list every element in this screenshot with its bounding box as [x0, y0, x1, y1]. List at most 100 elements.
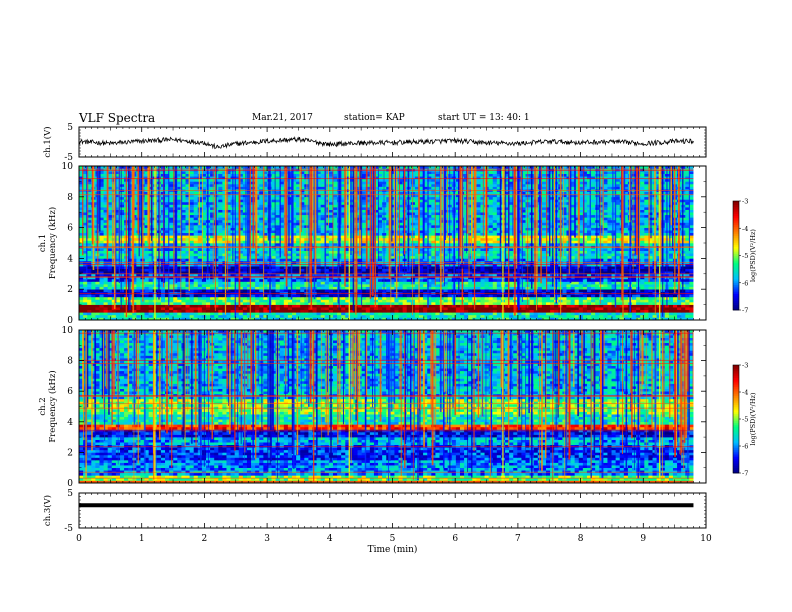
ch2-colorbar-segment [733, 399, 739, 402]
ch1-colorbar-segment [733, 260, 739, 264]
ch1-colorbar-segment [733, 233, 739, 236]
ch2-colorbar-segment [733, 462, 739, 465]
y-tick-label: -5 [64, 153, 73, 163]
y-tick-label: 5 [67, 123, 73, 133]
colorbar-label: log(PSD)(V²/Hz) [749, 229, 757, 282]
ch2-colorbar-segment [733, 453, 739, 456]
y-axis-label: ch.2 [38, 397, 48, 415]
ch2-colorbar-segment [733, 379, 739, 382]
ch2-colorbar-segment [733, 370, 739, 373]
y-tick-label: 8 [67, 193, 73, 203]
ch2-spectrogram [79, 330, 706, 484]
ch1-colorbar-segment [733, 219, 739, 222]
ch1-colorbar-segment [733, 228, 739, 231]
ch2-colorbar-segment [733, 390, 739, 393]
colorbar-tick-label: -7 [742, 307, 748, 315]
ch2-colorbar-segment [733, 417, 739, 420]
x-axis-label: Time (min) [368, 544, 418, 555]
ch1-colorbar-segment [733, 213, 739, 216]
ch1-colorbar-segment [733, 295, 739, 298]
ch2-colorbar-segment [733, 444, 739, 447]
y-axis-label: ch.1(V) [42, 126, 53, 157]
ch1-colorbar-segment [733, 266, 739, 269]
ch1-colorbar-segment [733, 299, 739, 302]
ch1-colorbar-segment [733, 211, 739, 215]
ch1-colorbar-segment [733, 253, 739, 256]
colorbar-tick-label: -5 [742, 416, 748, 424]
date-label: Mar.21, 2017 [252, 113, 313, 123]
ch1-spectrogram [79, 166, 706, 321]
ch2-colorbar-segment [733, 471, 739, 474]
y-tick-label: 5 [67, 489, 73, 499]
ch2-colorbar-segment [733, 455, 739, 458]
ch1-colorbar-segment [733, 220, 739, 224]
ch2-colorbar-segment [733, 411, 739, 414]
ch1-colorbar-segment [733, 257, 739, 260]
ch1-colorbar-segment [733, 224, 739, 227]
ch1-colorbar-segment [733, 280, 739, 284]
ch1-colorbar-segment [733, 235, 739, 238]
ch2-colorbar-segment [733, 402, 739, 405]
y-tick-label: 10 [62, 162, 74, 172]
ch2-colorbar-segment [733, 464, 739, 467]
ch2-colorbar-segment [733, 422, 739, 425]
ch2-colorbar-segment [733, 447, 739, 450]
y-axis-label: ch.3(V) [42, 495, 53, 526]
ch1-colorbar-segment [733, 226, 739, 229]
ch2-colorbar-segment [733, 442, 739, 445]
x-tick-label: 10 [700, 534, 712, 544]
ch2-colorbar-segment [733, 386, 739, 389]
ch1-colorbar-segment [733, 293, 739, 296]
colorbar-tick-label: -3 [742, 362, 748, 370]
ch2-colorbar-segment [733, 372, 739, 375]
ch2-colorbar-segment [733, 465, 739, 468]
x-tick-label: 1 [139, 534, 145, 544]
ch1-colorbar-segment [733, 246, 739, 249]
station-label: station= KAP [344, 113, 405, 123]
y-tick-label: -5 [64, 524, 73, 534]
x-tick-label: 2 [202, 534, 208, 544]
ch1-colorbar-segment [733, 273, 739, 276]
ch1-colorbar-segment [733, 244, 739, 247]
ch2-colorbar-segment [733, 392, 739, 395]
ch1-colorbar-segment [733, 222, 739, 226]
ch2-colorbar-segment [733, 449, 739, 452]
ch1-colorbar-segment [733, 259, 739, 262]
x-tick-label: 9 [640, 534, 646, 544]
ch1-colorbar-segment [733, 297, 739, 300]
ch2-colorbar-segment [733, 366, 739, 369]
ch1-colorbar-segment [733, 264, 739, 267]
ch1-colorbar-segment [733, 270, 739, 273]
colorbar-tick-label: -4 [742, 389, 748, 397]
ch2-colorbar-segment [733, 404, 739, 407]
ch2-colorbar-segment [733, 393, 739, 396]
ch1-colorbar-segment [733, 251, 739, 255]
ch2-colorbar-segment [733, 428, 739, 431]
ch1-colorbar-segment [733, 308, 739, 311]
colorbar-tick-label: -6 [742, 279, 748, 287]
x-tick-label: 7 [515, 534, 521, 544]
y-axis-label: ch.1 [38, 234, 48, 252]
ch1-colorbar-segment [733, 262, 739, 265]
ch1-colorbar-segment [733, 304, 739, 307]
ch1-colorbar-segment [733, 248, 739, 251]
ch1-colorbar-segment [733, 268, 739, 271]
y-tick-label: 8 [67, 357, 73, 367]
ch1-waveform-line [78, 136, 694, 150]
y-tick-label: 6 [67, 387, 73, 397]
ch2-colorbar-segment [733, 413, 739, 416]
ch2-colorbar-segment [733, 395, 739, 398]
colorbar-tick-label: -4 [742, 225, 748, 233]
y-tick-label: 10 [62, 326, 74, 336]
ch2-colorbar-segment [733, 456, 739, 459]
ch2-colorbar-segment [733, 438, 739, 441]
ch1-colorbar-segment [733, 231, 739, 235]
ch2-colorbar-segment [733, 435, 739, 438]
ch2-colorbar-segment [733, 440, 739, 443]
ch2-colorbar-segment [733, 397, 739, 400]
ch2-colorbar-segment [733, 433, 739, 436]
x-tick-label: 8 [578, 534, 584, 544]
ch1-colorbar-segment [733, 240, 739, 244]
ch1-colorbar-segment [733, 290, 739, 293]
